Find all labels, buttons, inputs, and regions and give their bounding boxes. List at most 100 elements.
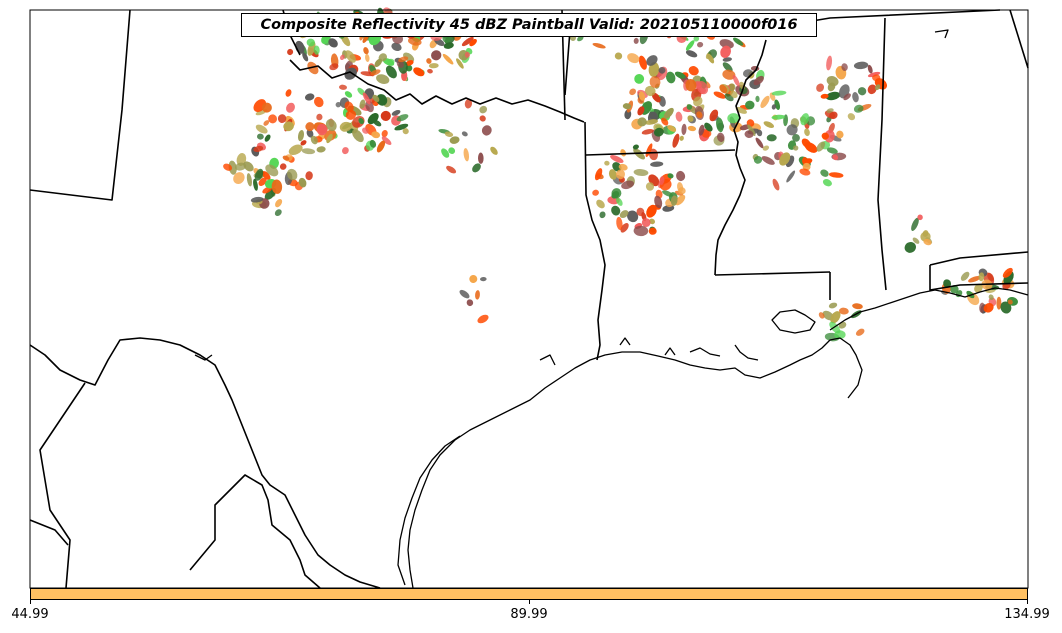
reflectivity-blob <box>345 109 357 120</box>
reflectivity-blob <box>847 113 856 121</box>
reflectivity-blob <box>649 76 661 88</box>
reflectivity-blob <box>381 136 392 145</box>
reflectivity-blob <box>369 139 377 148</box>
reflectivity-blob <box>298 177 307 188</box>
reflectivity-blob <box>818 312 825 319</box>
reflectivity-blob <box>328 38 338 48</box>
state-boundary-alabama-west <box>877 17 887 291</box>
coastline-lake-3 <box>194 354 213 361</box>
reflectivity-blob <box>917 214 923 221</box>
reflectivity-blob <box>821 132 829 140</box>
reflectivity-blob <box>1000 301 1012 314</box>
reflectivity-blob <box>246 173 252 187</box>
reflectivity-blob <box>253 145 264 152</box>
reflectivity-blob <box>679 135 684 141</box>
map-frame <box>30 10 1028 588</box>
reflectivity-blob <box>592 189 599 196</box>
reflectivity-blob <box>459 289 470 299</box>
reflectivity-blob <box>477 314 489 324</box>
reflectivity-blob <box>286 102 295 113</box>
reflectivity-blob <box>254 168 264 181</box>
state-boundary-tennessee-south <box>564 29 571 96</box>
reflectivity-blob <box>717 132 725 142</box>
reflectivity-blob <box>687 125 697 132</box>
reflectivity-blob <box>648 227 657 235</box>
reflectivity-blob <box>481 125 492 136</box>
reflectivity-blob <box>825 91 841 101</box>
reflectivity-blob <box>800 113 810 126</box>
reflectivity-blob <box>829 321 841 334</box>
reflectivity-blob <box>753 156 763 164</box>
reflectivity-blob <box>577 35 584 42</box>
reflectivity-blob <box>685 50 698 58</box>
reflectivity-blob <box>391 42 402 52</box>
reflectivity-blob <box>449 136 460 144</box>
reflectivity-blob <box>904 241 916 253</box>
reflectivity-blob <box>441 148 450 158</box>
reflectivity-blob <box>637 106 645 116</box>
reflectivity-blob <box>596 199 605 209</box>
reflectivity-blob <box>305 122 315 132</box>
reflectivity-blob <box>816 83 825 92</box>
reflectivity-blob <box>376 74 390 84</box>
state-boundary-west <box>29 9 131 201</box>
reflectivity-blob <box>378 53 388 62</box>
reflectivity-blob <box>760 95 770 109</box>
reflectivity-blob <box>641 218 651 227</box>
reflectivity-blob <box>305 171 313 181</box>
reflectivity-blob <box>385 65 397 79</box>
reflectivity-blob <box>641 129 654 135</box>
reflectivity-blob <box>402 128 409 135</box>
reflectivity-blob <box>329 63 339 71</box>
reflectivity-blob <box>988 294 994 300</box>
reflectivity-blob <box>466 299 474 307</box>
reflectivity-blob <box>265 164 279 177</box>
reflectivity-blob <box>681 123 687 136</box>
reflectivity-blob <box>638 91 646 101</box>
reflectivity-blob <box>359 99 366 109</box>
reflectivity-blob <box>314 96 324 108</box>
reflectivity-blob <box>297 129 305 142</box>
reflectivity-blob <box>674 71 686 79</box>
reflectivity-blob <box>479 105 488 114</box>
reflectivity-blob <box>477 152 484 164</box>
reflectivity-blob <box>978 272 985 282</box>
reflectivity-blob <box>325 119 337 132</box>
reflectivity-blob <box>659 176 665 186</box>
reflectivity-blob <box>662 190 673 197</box>
reflectivity-blob <box>464 98 473 109</box>
reflectivity-blob <box>443 42 454 49</box>
reflectivity-blob <box>654 195 663 209</box>
state-boundary-arkansas-south <box>585 149 736 156</box>
reflectivity-blob <box>753 75 764 86</box>
reflectivity-blob <box>223 163 233 171</box>
reflectivity-blob <box>822 179 832 187</box>
coastline-texas-inner <box>397 435 461 586</box>
colorbar-tick-label-middle: 89.99 <box>510 607 548 622</box>
reflectivity-blob <box>651 92 661 103</box>
reflectivity-blob <box>313 45 320 55</box>
reflectivity-blob <box>771 90 787 96</box>
reflectivity-blob <box>621 180 635 190</box>
reflectivity-blob <box>616 216 623 230</box>
reflectivity-blob <box>874 84 881 91</box>
reflectivity-blob <box>755 95 760 103</box>
reflectivity-blob <box>713 91 726 99</box>
reflectivity-blob <box>828 302 838 309</box>
reflectivity-blob <box>867 84 877 95</box>
reflectivity-blob <box>446 165 457 174</box>
state-boundary-mexico-2 <box>39 382 86 589</box>
reflectivity-blob <box>618 163 628 171</box>
state-boundary-mexico-4 <box>189 474 321 589</box>
reflectivity-blob <box>277 114 287 123</box>
reflectivity-blob <box>233 172 245 185</box>
reflectivity-blob <box>274 209 282 217</box>
reflectivity-blob <box>316 123 328 136</box>
reflectivity-blob <box>786 170 796 183</box>
reflectivity-blob <box>923 238 932 246</box>
reflectivity-blob <box>376 140 386 153</box>
map-title: Composite Reflectivity 45 dBZ Paintball … <box>241 13 817 37</box>
reflectivity-blob <box>824 129 835 143</box>
reflectivity-blob <box>358 117 364 125</box>
reflectivity-blob <box>396 114 409 122</box>
